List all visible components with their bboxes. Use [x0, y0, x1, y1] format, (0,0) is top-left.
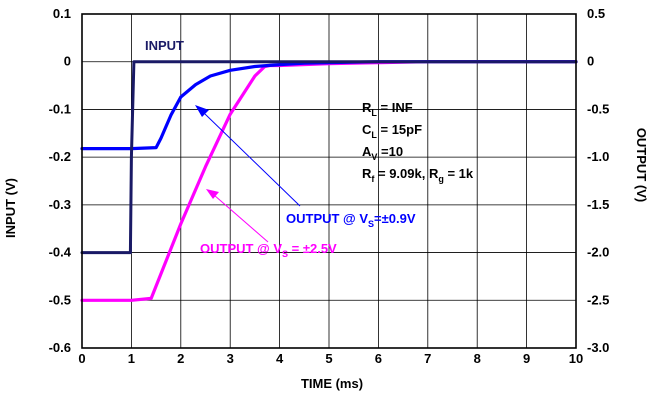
condition-av: AV =10: [362, 144, 403, 162]
x-tick-label: 3: [227, 351, 234, 366]
x-tick-label: 9: [523, 351, 530, 366]
y-tick-label: -0.5: [49, 292, 71, 307]
y2-tick-label: -2.0: [587, 245, 609, 260]
input-series-label: INPUT: [145, 38, 184, 53]
x-tick-label: 7: [424, 351, 431, 366]
condition-rf-rg: Rf = 9.09k, Rg = 1k: [362, 166, 474, 184]
x-tick-label: 2: [177, 351, 184, 366]
tick-labels: 0 1 2 3 4 5 6 7 8 9 10 0.1 0 -0.1 -0.2 -0.3 -0.4 -0.5 -0.6…: [49, 6, 610, 366]
y2-tick-label: -1.0: [587, 149, 609, 164]
y-tick-label: -0.4: [49, 245, 72, 260]
y2-tick-label: 0.5: [587, 6, 605, 21]
x-tick-label: 1: [128, 351, 135, 366]
x-tick-label: 5: [325, 351, 332, 366]
series-line-input: [80, 60, 578, 255]
y-tick-label: 0: [64, 54, 71, 69]
out25-arrow-line: [213, 194, 269, 243]
out25-arrowhead-icon: [206, 189, 219, 199]
y-tick-label: -0.3: [49, 197, 71, 212]
y2-tick-label: -1.5: [587, 197, 609, 212]
x-axis-title: TIME (ms): [301, 376, 363, 391]
plot-frame: [81, 13, 577, 349]
x-tick-label: 0: [78, 351, 85, 366]
out25-label: OUTPUT @ VS = ±2.5V: [200, 241, 337, 259]
x-tick-label: 4: [276, 351, 284, 366]
conditions-block: RL = INF CL = 15pF AV =10 Rf = 9.09k, Rg…: [362, 100, 474, 184]
y2-tick-label: -3.0: [587, 340, 609, 355]
out09-arrow-line: [204, 113, 301, 207]
y2-tick-label: -2.5: [587, 292, 609, 307]
x-tick-label: 6: [375, 351, 382, 366]
y-tick-label: -0.1: [49, 101, 71, 116]
condition-rl: RL = INF: [362, 100, 413, 118]
out09-arrowhead-icon: [195, 105, 209, 117]
y-tick-label: 0.1: [53, 6, 71, 21]
y2-tick-label: 0: [587, 54, 594, 69]
series-group: [80, 60, 578, 302]
y-axis-title: INPUT (V): [3, 178, 18, 238]
condition-cl: CL = 15pF: [362, 122, 422, 140]
out09-label: OUTPUT @ VS=±0.9V: [286, 211, 416, 229]
y-tick-label: -0.2: [49, 149, 71, 164]
x-tick-label: 8: [474, 351, 481, 366]
y-tick-label: -0.6: [49, 340, 71, 355]
y2-axis-title: OUTPUT (V): [634, 128, 647, 202]
y2-tick-label: -0.5: [587, 101, 609, 116]
grid: [82, 14, 576, 348]
x-tick-label: 10: [569, 351, 583, 366]
